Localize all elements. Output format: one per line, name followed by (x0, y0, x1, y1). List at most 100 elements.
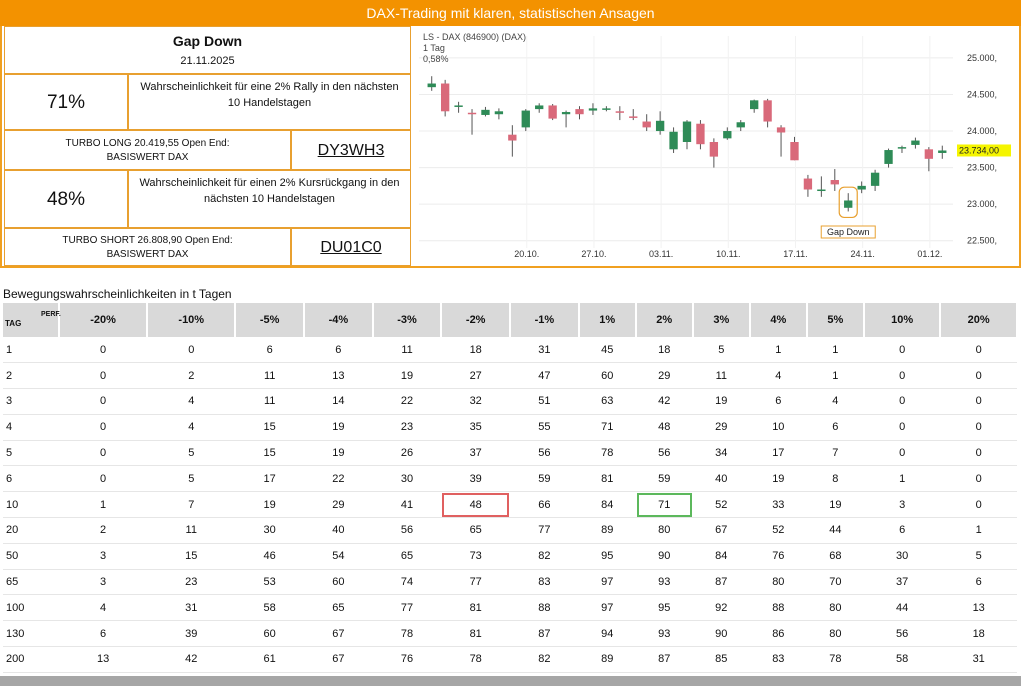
value-cell: 11 (692, 362, 750, 390)
candle (615, 106, 624, 121)
candle (427, 76, 436, 91)
candle-body (629, 116, 638, 118)
value-cell: 80 (806, 594, 864, 622)
day-cell: 2 (3, 362, 59, 390)
value-cell: 67 (304, 646, 373, 673)
value-cell: 53 (235, 569, 305, 596)
value-cell: 1 (940, 517, 1017, 544)
value-cell: 86 (749, 620, 807, 648)
value-cell: 0 (147, 337, 236, 364)
value-cell: 6 (806, 414, 864, 441)
turbo-long-wkn-link[interactable]: DY3WH3 (317, 142, 385, 159)
y-tick-label: 24.500, (967, 89, 997, 99)
day-cell: 130 (3, 620, 59, 648)
candle-body (857, 185, 866, 190)
candle (870, 169, 880, 191)
table-row: 6 0 5 17 22 30 39 59 81 59 40 19 8 1 0 (3, 465, 1017, 493)
value-cell: 56 (635, 440, 693, 467)
value-cell: 17 (749, 440, 807, 467)
candle (776, 125, 786, 157)
value-cell: 19 (235, 491, 305, 519)
value-cell: 47 (510, 362, 579, 390)
value-cell: 71 (635, 491, 693, 519)
turbo-short-wkn-link[interactable]: DU01C0 (320, 239, 382, 256)
value-cell: 71 (578, 414, 636, 441)
value-cell: 1 (749, 337, 807, 364)
value-cell: 65 (304, 594, 373, 622)
value-cell: 3 (59, 569, 148, 596)
column-header: 5% (806, 303, 865, 337)
value-cell: 27 (441, 362, 511, 390)
value-cell: 23 (372, 414, 442, 441)
day-cell: 1 (3, 337, 59, 364)
value-cell: 15 (235, 414, 305, 441)
value-cell: 0 (59, 414, 148, 441)
table-row: 130 6 39 60 67 78 81 87 94 93 90 86 80 56 18 (3, 620, 1017, 648)
value-cell: 4 (147, 388, 236, 415)
signal-title: Gap Down (172, 33, 243, 49)
value-cell: 52 (749, 517, 807, 544)
day-cell: 20 (3, 517, 59, 544)
value-cell: 88 (510, 594, 579, 622)
rally-description: Wahrscheinlichkeit für eine 2% Rally in … (128, 74, 411, 130)
value-cell: 77 (510, 517, 579, 544)
candle-body (763, 100, 772, 122)
gap-down-label-box (820, 225, 876, 239)
candle-body (817, 189, 826, 192)
table-row: 65 3 23 53 60 74 77 83 97 93 87 80 70 37 6 (3, 569, 1017, 596)
x-tick-label: 20.10. (514, 249, 539, 259)
value-cell: 0 (59, 440, 148, 467)
value-cell: 0 (59, 388, 148, 415)
value-cell: 0 (940, 337, 1017, 364)
value-cell: 0 (940, 465, 1017, 493)
value-cell: 39 (441, 465, 511, 493)
value-cell: 1 (806, 362, 864, 390)
candle-body (481, 109, 490, 115)
column-header: -4% (304, 303, 374, 337)
column-header: 20% (940, 303, 1018, 337)
candle (736, 120, 745, 132)
candle-body (776, 127, 786, 133)
value-cell: 68 (806, 543, 864, 570)
value-cell: 83 (749, 646, 807, 673)
day-cell: 100 (3, 594, 59, 622)
value-cell: 87 (692, 569, 750, 596)
y-tick-label: 23.500, (967, 163, 997, 173)
candle-body (830, 180, 839, 185)
value-cell: 48 (441, 491, 511, 519)
value-cell: 89 (578, 646, 636, 673)
turbo-short-line1: TURBO SHORT 26.808,90 Open End: (62, 235, 233, 246)
candle-body (750, 100, 759, 110)
value-cell: 29 (635, 362, 693, 390)
rally-probability: 71% (4, 74, 128, 130)
value-cell: 88 (749, 594, 807, 622)
dax-chart: LS - DAX (846900) (DAX) 1 Tag 0,58% 25.0… (413, 26, 1019, 266)
candle-body (494, 111, 504, 115)
value-cell: 6 (59, 620, 148, 648)
table-row: 4 0 4 15 19 23 35 55 71 48 29 10 6 0 0 (3, 414, 1017, 441)
turbo-long-description: TURBO LONG 20.419,55 Open End: BASISWERT… (4, 130, 291, 170)
candle (467, 109, 477, 135)
value-cell: 63 (578, 388, 636, 415)
candle-body (844, 200, 853, 208)
candle (481, 106, 490, 117)
table-row: 100 4 31 58 65 77 81 88 97 95 92 88 80 44 13 (3, 594, 1017, 622)
value-cell: 60 (235, 620, 305, 648)
value-cell: 55 (510, 414, 579, 441)
value-cell: 83 (510, 569, 579, 596)
candle (750, 99, 759, 113)
value-cell: 73 (441, 543, 511, 570)
value-cell: 85 (692, 646, 750, 673)
candle (763, 98, 772, 128)
value-cell: 97 (578, 594, 636, 622)
turbo-long-wkn-cell: DY3WH3 (291, 130, 411, 170)
value-cell: 26 (372, 440, 442, 467)
value-cell: 3 (863, 491, 941, 519)
gap-down-label: Gap Down (827, 227, 870, 237)
candle (561, 110, 571, 128)
candle-body (884, 150, 893, 164)
candle-body (803, 178, 813, 190)
candle-body (427, 83, 436, 88)
value-cell: 41 (372, 491, 442, 519)
corner-header: TAG PERF. (3, 303, 61, 337)
